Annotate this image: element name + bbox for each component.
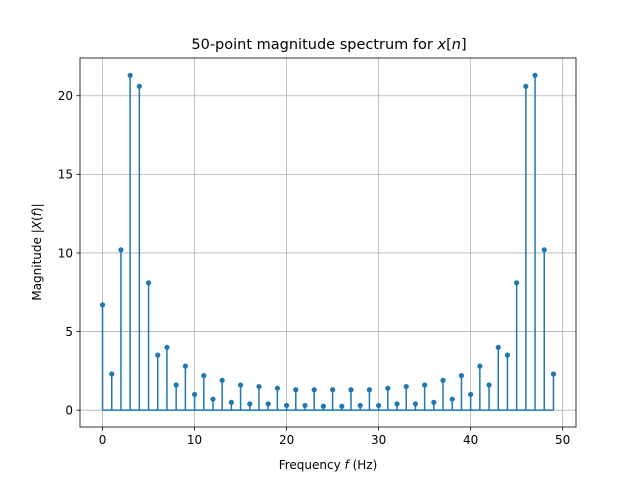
- stem-marker: [219, 377, 225, 383]
- stem-marker: [274, 385, 280, 391]
- stem-marker: [136, 83, 142, 89]
- stem-marker: [302, 402, 308, 409]
- stem-marker: [127, 72, 133, 78]
- stem-marker: [320, 403, 326, 409]
- stem-marker: [228, 399, 234, 405]
- stem-marker: [523, 83, 529, 89]
- x-tick-label: 10: [187, 433, 202, 447]
- stem-marker: [366, 387, 373, 393]
- stem-marker: [339, 403, 345, 409]
- stem-marker: [311, 387, 317, 393]
- stem-marker: [330, 387, 336, 393]
- stem-marker: [385, 385, 391, 391]
- stem-marker: [550, 371, 557, 377]
- stem-marker: [449, 396, 455, 402]
- plot-frame: [79, 57, 577, 428]
- stem-marker: [210, 396, 216, 402]
- stem-marker: [431, 399, 437, 405]
- stem-marker: [514, 280, 520, 286]
- y-tick-label: 15: [58, 168, 73, 182]
- stem-marker: [394, 401, 400, 407]
- stem-marker: [283, 402, 290, 409]
- stem-marker: [495, 344, 501, 350]
- stem-marker: [348, 387, 354, 393]
- stem-marker: [376, 402, 382, 409]
- y-axis-label: Magnitude |X(f)|: [30, 203, 44, 300]
- stem-marker: [541, 247, 547, 253]
- stem-marker: [145, 280, 152, 286]
- x-tick-label: 20: [279, 433, 294, 447]
- y-tick-label: 5: [65, 325, 73, 339]
- stem-marker: [468, 391, 474, 398]
- stem-marker: [256, 383, 262, 390]
- stem-marker: [191, 391, 198, 398]
- stem-marker: [182, 363, 188, 369]
- stem-marker: [504, 352, 511, 358]
- stem-marker: [109, 371, 115, 377]
- stem-marker: [237, 382, 244, 388]
- axis-ticks: 0 10 20 30 40 50 0 5 10 15 20: [58, 89, 571, 447]
- x-tick-label: 0: [99, 433, 107, 447]
- stem-marker: [440, 377, 446, 383]
- chart-title: 50-point magnitude spectrum for x[n]: [191, 37, 466, 53]
- x-axis-label: Frequency f (Hz): [279, 458, 378, 472]
- x-tick-label: 40: [463, 433, 478, 447]
- x-tick-label: 30: [371, 433, 386, 447]
- stem-marker: [99, 302, 106, 308]
- stem-marker: [293, 387, 299, 393]
- y-tick-label: 20: [58, 89, 73, 103]
- stem-marker: [458, 372, 465, 379]
- stem-marker: [155, 352, 161, 358]
- stem-marker: [486, 382, 492, 388]
- stem-marker: [422, 382, 428, 388]
- stem-marker: [164, 344, 170, 350]
- y-tick-label: 10: [58, 246, 73, 260]
- stem-marker: [201, 372, 207, 379]
- grid: [80, 58, 576, 427]
- stem-marker: [403, 383, 409, 390]
- x-tick-label: 50: [555, 433, 570, 447]
- stem-marker: [532, 72, 538, 78]
- stem-marker: [173, 382, 179, 388]
- stem-marker: [412, 401, 419, 407]
- stem-marker: [118, 247, 124, 253]
- stem-marker: [247, 401, 253, 407]
- y-tick-label: 0: [65, 403, 73, 417]
- stem-series: [99, 72, 557, 411]
- stem-marker: [357, 402, 363, 409]
- stem-marker: [265, 401, 271, 407]
- stem-marker: [477, 363, 483, 369]
